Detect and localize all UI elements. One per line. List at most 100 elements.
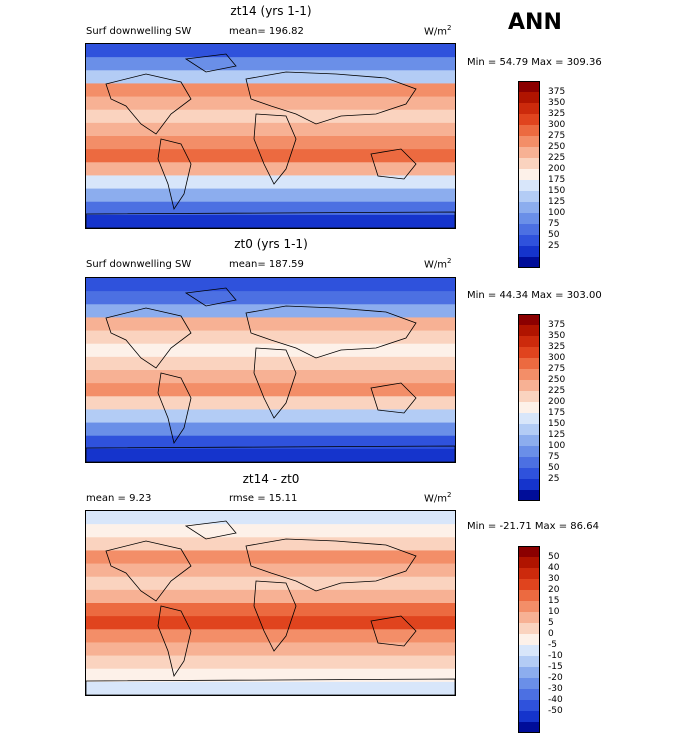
colorbar-tick-label: 375 <box>548 87 566 97</box>
coastline <box>157 138 192 210</box>
colorbar-swatch <box>518 689 540 700</box>
colorbar-swatch <box>518 380 540 391</box>
field-band <box>86 214 455 228</box>
colorbar-swatch <box>518 568 540 579</box>
field-band <box>86 550 455 565</box>
colorbar-swatch <box>518 125 540 136</box>
colorbar-tick-label: 300 <box>548 353 566 363</box>
field-band <box>86 655 455 670</box>
field-band <box>86 44 455 58</box>
field-band <box>86 330 455 345</box>
colorbar-swatch <box>518 235 540 246</box>
colorbar-tick-label: 175 <box>548 175 566 185</box>
colorbar-tick-label: 100 <box>548 441 566 451</box>
panel-1-units: W/m2 <box>424 24 452 38</box>
field-band <box>86 291 455 305</box>
panel-3-rmse: rmse = 15.11 <box>229 493 298 504</box>
panel-2-mean: mean= 187.59 <box>229 259 304 270</box>
map-difference-field <box>86 511 455 695</box>
colorbar-tick-label: 50 <box>548 552 560 562</box>
field-band <box>86 589 455 604</box>
field-band <box>86 422 455 437</box>
colorbar-tick-label: -10 <box>548 651 563 661</box>
coastline <box>253 580 297 652</box>
colorbar-swatch <box>518 347 540 358</box>
colorbar-swatch <box>518 413 540 424</box>
colorbar-swatch <box>518 446 540 457</box>
colorbar-tick-label: 75 <box>548 452 560 462</box>
coastline <box>370 382 417 414</box>
colorbar-tick-label: 50 <box>548 230 560 240</box>
colorbar-swatch <box>518 81 540 92</box>
colorbar-swatch <box>518 457 540 468</box>
panel-2-units: W/m2 <box>424 257 452 271</box>
panel-3-units: W/m2 <box>424 491 452 505</box>
colorbar-zt14 <box>518 81 540 268</box>
colorbar-swatch <box>518 213 540 224</box>
field-band <box>86 511 455 525</box>
colorbar-swatch <box>518 158 540 169</box>
map-zt0-field <box>86 278 455 462</box>
field-band <box>86 383 455 397</box>
colorbar-swatch <box>518 634 540 645</box>
colorbar-tick-label: -40 <box>548 695 563 705</box>
panel-1-minmax: Min = 54.79 Max = 309.36 <box>467 57 602 68</box>
field-band <box>86 448 455 462</box>
panel-1-mean: mean= 196.82 <box>229 26 304 37</box>
field-band <box>86 409 455 424</box>
coastline <box>253 113 297 185</box>
colorbar-swatch <box>518 114 540 125</box>
field-band <box>86 149 455 163</box>
colorbar-tick-label: -15 <box>548 662 563 672</box>
colorbar-swatch <box>518 479 540 490</box>
panel-2-minmax: Min = 44.34 Max = 303.00 <box>467 290 602 301</box>
colorbar-swatch <box>518 435 540 446</box>
colorbar-tick-label: 25 <box>548 241 560 251</box>
colorbar-swatch <box>518 136 540 147</box>
field-band <box>86 603 455 617</box>
field-band <box>86 629 455 643</box>
field-band <box>86 109 455 124</box>
colorbar-tick-label: 325 <box>548 342 566 352</box>
colorbar-swatch <box>518 601 540 612</box>
panel-3-minmax: Min = -21.71 Max = 86.64 <box>467 521 599 532</box>
field-band <box>86 435 455 450</box>
colorbar-tick-label: 10 <box>548 607 560 617</box>
coastline <box>245 538 417 592</box>
colorbar-tick-label: 200 <box>548 397 566 407</box>
colorbar-tick-label: 75 <box>548 219 560 229</box>
colorbar-tick-label: 275 <box>548 131 566 141</box>
field-band <box>86 201 455 216</box>
colorbar-tick-label: 0 <box>548 629 554 639</box>
colorbar-tick-label: -50 <box>548 706 563 716</box>
field-band <box>86 681 455 695</box>
colorbar-tick-label: 225 <box>548 153 566 163</box>
coastline <box>86 678 455 695</box>
colorbar-tick-label: 225 <box>548 386 566 396</box>
colorbar-tick-label: 150 <box>548 419 566 429</box>
field-band <box>86 162 455 176</box>
colorbar-tick-label: 5 <box>548 618 554 628</box>
colorbar-swatch <box>518 424 540 435</box>
colorbar-tick-label: 40 <box>548 563 560 573</box>
coastline <box>105 73 192 135</box>
colorbar-swatch <box>518 246 540 257</box>
colorbar-tick-label: 200 <box>548 164 566 174</box>
coastline <box>370 615 417 647</box>
colorbar-zt0 <box>518 314 540 501</box>
colorbar-tick-label: -20 <box>548 673 563 683</box>
colorbar-tick-label: 300 <box>548 120 566 130</box>
map-zt0 <box>85 277 456 463</box>
colorbar-swatch <box>518 678 540 689</box>
coastline <box>253 347 297 419</box>
season-label: ANN <box>508 10 562 35</box>
colorbar-tick-label: 125 <box>548 430 566 440</box>
map-zt14-field <box>86 44 455 228</box>
colorbar-tick-label: 350 <box>548 331 566 341</box>
colorbar-swatch <box>518 700 540 711</box>
colorbar-swatch <box>518 103 540 114</box>
coastline <box>157 372 192 444</box>
colorbar-swatch <box>518 590 540 601</box>
colorbar-swatch <box>518 402 540 413</box>
field-band <box>86 278 455 292</box>
